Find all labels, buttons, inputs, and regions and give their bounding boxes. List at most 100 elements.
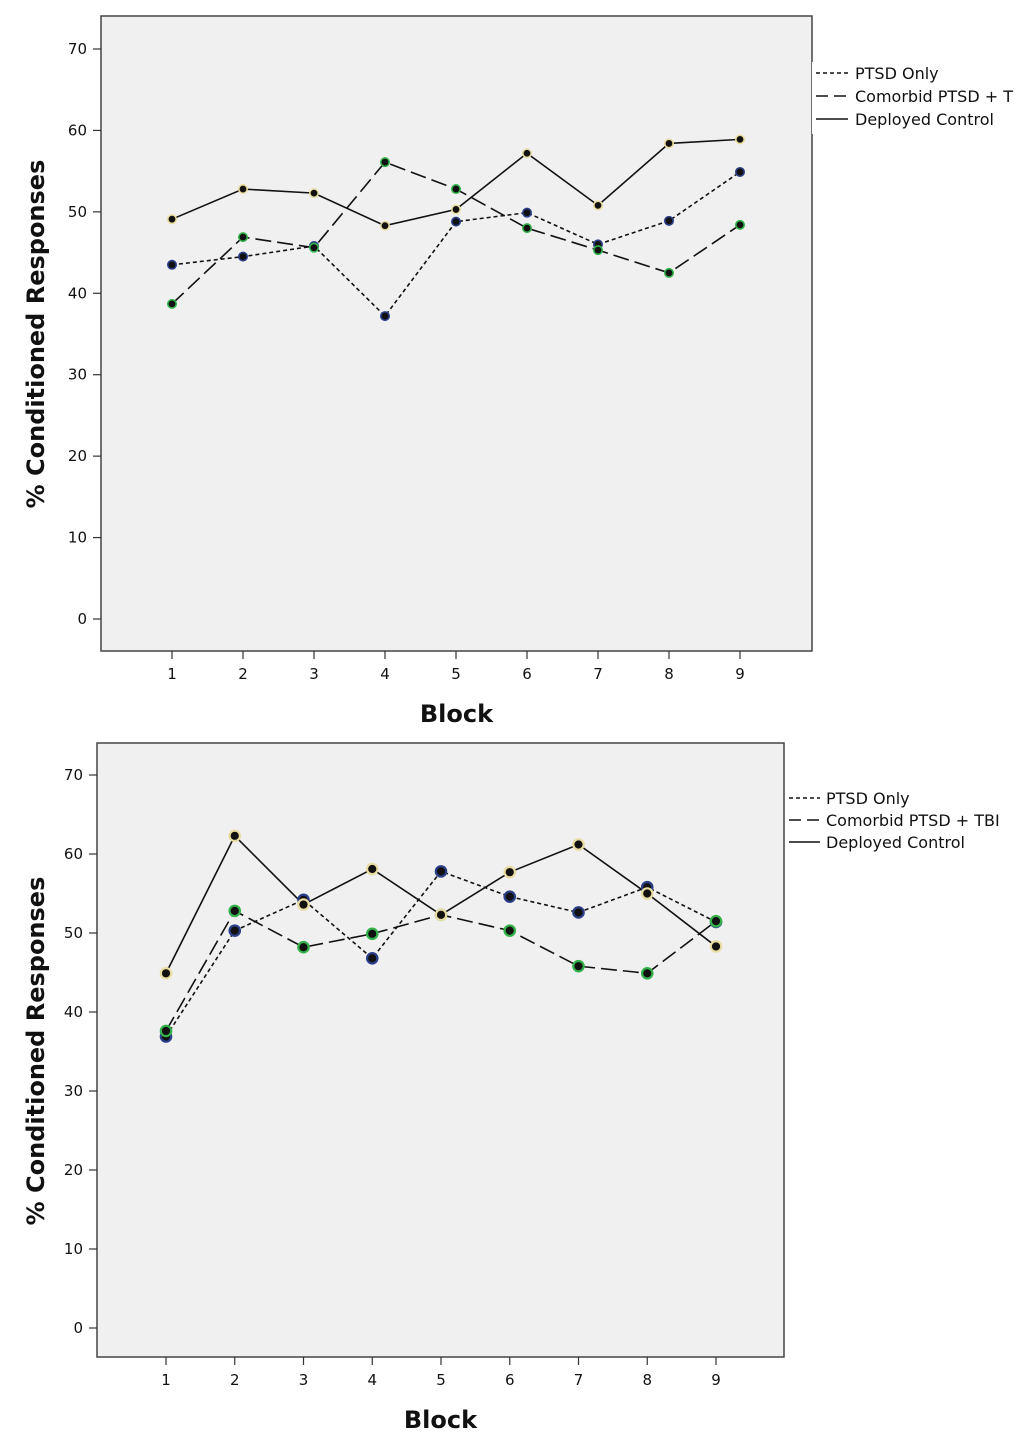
x-axis-title: Block: [404, 1406, 478, 1434]
x-tick-label: 2: [238, 665, 248, 683]
data-point: [450, 204, 461, 215]
legend-label: PTSD Only: [826, 789, 910, 808]
data-point: [450, 184, 461, 195]
data-point: [734, 166, 745, 177]
data-point: [159, 1024, 173, 1038]
data-point: [640, 887, 654, 900]
data-point: [640, 966, 654, 980]
y-tick-label: 0: [73, 1319, 83, 1337]
x-tick-label: 6: [505, 1371, 515, 1389]
data-point: [663, 138, 674, 149]
x-tick-label: 8: [664, 665, 674, 683]
data-point: [663, 267, 674, 278]
data-point: [503, 865, 517, 879]
y-tick-label: 20: [64, 1161, 83, 1179]
data-point: [228, 924, 242, 937]
data-point: [521, 148, 532, 159]
y-tick-label: 20: [68, 447, 87, 465]
x-axis-title: Block: [420, 700, 494, 728]
data-point: [434, 908, 448, 922]
legend-background: [812, 62, 1024, 134]
data-point: [663, 215, 674, 226]
data-point: [734, 134, 745, 145]
x-tick-label: 9: [711, 1371, 721, 1389]
y-tick-label: 70: [64, 766, 83, 784]
x-tick-label: 5: [436, 1371, 446, 1389]
y-tick-label: 0: [77, 610, 87, 628]
data-point: [365, 927, 379, 941]
x-tick-label: 7: [593, 665, 603, 683]
plot-area: [100, 15, 813, 652]
data-point: [365, 862, 379, 876]
y-tick-label: 60: [64, 845, 83, 863]
data-point: [592, 200, 603, 211]
legend: PTSD Only Comorbid PTSD + T Deployed Contr…: [812, 62, 1024, 134]
x-tick-label: 3: [299, 1371, 309, 1389]
x-tick-label: 4: [367, 1371, 377, 1389]
data-point: [592, 245, 603, 256]
series-line-1: [171, 171, 741, 318]
y-tick-label: 10: [68, 529, 87, 547]
chart-1: 0 10 20 30 40 50 60 70 1 2 3 4 5 6 7 8 9 Block % Condition…: [22, 15, 1024, 728]
x-tick-label: 4: [380, 665, 390, 683]
data-point: [365, 951, 379, 965]
data-point: [572, 959, 585, 973]
data-point: [572, 838, 585, 851]
y-tick-label: 60: [68, 121, 87, 139]
chart-2: 0 10 20 30 40 50 60 70 1 2 3 4 5 6 7 8 9 Block % Condition…: [22, 742, 1000, 1434]
y-tick-label: 70: [68, 40, 87, 58]
legend-label: Deployed Control: [826, 833, 965, 852]
data-point: [167, 214, 178, 225]
y-tick-label: 40: [68, 284, 87, 302]
data-point: [167, 259, 178, 270]
data-point: [709, 914, 723, 928]
data-point: [238, 184, 249, 195]
data-point: [297, 940, 310, 954]
x-tick-label: 1: [161, 1371, 171, 1389]
legend-label: Comorbid PTSD + T: [855, 87, 1013, 106]
legend-label: Deployed Control: [855, 110, 994, 129]
data-point: [503, 924, 517, 937]
x-tick-label: 5: [451, 665, 461, 683]
data-point: [379, 220, 390, 231]
data-point: [308, 188, 319, 199]
legend-label: PTSD Only: [855, 64, 939, 83]
data-point: [308, 242, 319, 253]
data-point: [238, 251, 249, 262]
data-point: [572, 906, 585, 919]
y-axis-title: % Conditioned Responses: [22, 160, 50, 509]
data-point: [297, 898, 310, 911]
data-point: [503, 890, 517, 903]
x-tick-label: 1: [167, 665, 177, 683]
data-point: [379, 311, 390, 322]
data-point: [521, 207, 532, 218]
data-point: [734, 219, 745, 230]
x-tick-label: 8: [642, 1371, 652, 1389]
data-point: [434, 865, 448, 878]
data-point: [521, 223, 532, 234]
data-point: [709, 940, 723, 953]
legend: PTSD Only Comorbid PTSD + TBI Deployed Con…: [789, 789, 1000, 852]
data-point: [228, 829, 242, 843]
data-point: [238, 232, 249, 243]
y-tick-label: 40: [64, 1003, 83, 1021]
data-point: [379, 157, 390, 168]
y-tick-label: 30: [64, 1082, 83, 1100]
y-tick-label: 50: [64, 924, 83, 942]
x-tick-label: 3: [309, 665, 319, 683]
data-point: [450, 216, 461, 227]
x-tick-label: 7: [574, 1371, 584, 1389]
y-axis-title: % Conditioned Responses: [22, 877, 50, 1226]
y-tick-label: 50: [68, 203, 87, 221]
plot-area: [96, 742, 785, 1358]
y-tick-label: 30: [68, 366, 87, 384]
x-tick-label: 2: [230, 1371, 240, 1389]
legend-label: Comorbid PTSD + TBI: [826, 811, 1000, 830]
data-point: [167, 298, 178, 309]
data-point: [159, 966, 173, 980]
x-tick-label: 6: [522, 665, 532, 683]
y-tick-label: 10: [64, 1240, 83, 1258]
data-point: [228, 904, 242, 918]
x-tick-label: 9: [735, 665, 745, 683]
